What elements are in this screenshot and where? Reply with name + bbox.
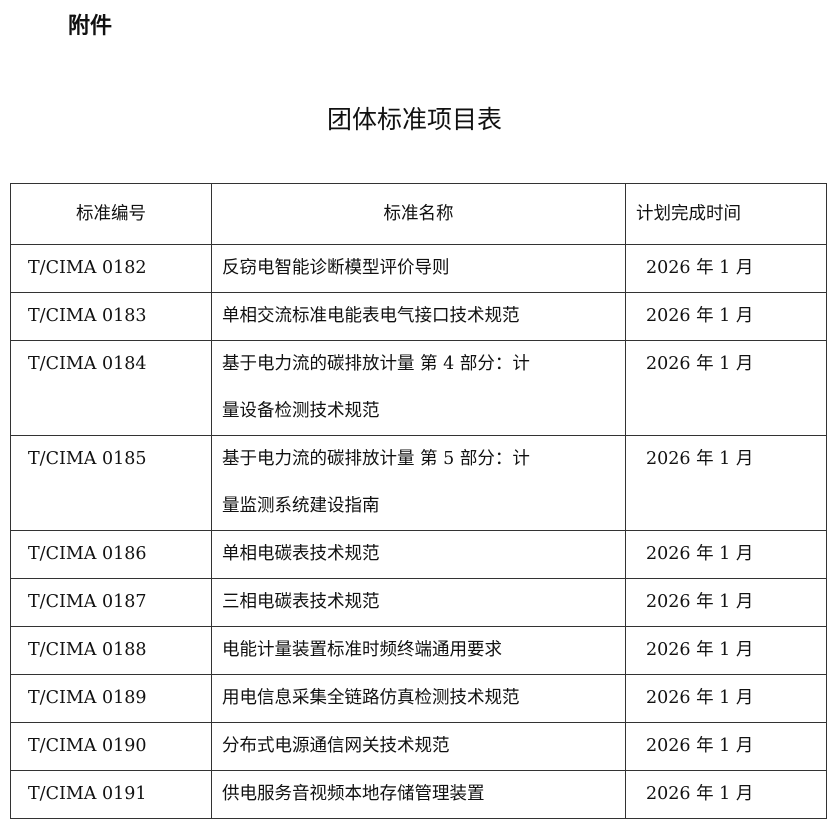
standard-name: 基于电力流的碳排放计量 第 5 部分：计 量监测系统建设指南 [211,435,626,531]
standard-name: 电能计量装置标准时频终端通用要求 [211,626,626,675]
standard-name-line: 分布式电源通信网关技术规范 [222,736,450,756]
standard-code: T/CIMA 0191 [10,770,212,819]
standard-name-line: 用电信息采集全链路仿真检测技术规范 [222,688,520,708]
table-row: T/CIMA 0184 基于电力流的碳排放计量 第 4 部分：计 量设备检测技术规范… [10,340,827,436]
header-date: 计划完成时间 [625,183,827,245]
standard-name: 供电服务音视频本地存储管理装置 [211,770,626,819]
planned-completion-date: 2026 年 1 月 [625,530,827,579]
planned-completion-date: 2026 年 1 月 [625,770,827,819]
header-code: 标准编号 [10,183,212,245]
planned-completion-date: 2026 年 1 月 [625,244,827,293]
standard-name-line: 供电服务音视频本地存储管理装置 [222,784,485,804]
standard-name-line: 反窃电智能诊断模型评价导则 [222,258,450,278]
table-row: T/CIMA 0191 供电服务音视频本地存储管理装置 2026 年 1 月 [10,770,827,819]
standard-name: 用电信息采集全链路仿真检测技术规范 [211,674,626,723]
table-row: T/CIMA 0186 单相电碳表技术规范 2026 年 1 月 [10,530,827,579]
standard-name-line: 单相交流标准电能表电气接口技术规范 [222,306,520,326]
standard-code: T/CIMA 0188 [10,626,212,675]
table-row: T/CIMA 0190 分布式电源通信网关技术规范 2026 年 1 月 [10,722,827,771]
standard-code: T/CIMA 0183 [10,292,212,341]
standard-name-line: 单相电碳表技术规范 [222,544,380,564]
planned-completion-date: 2026 年 1 月 [625,435,827,531]
standard-name-line: 量监测系统建设指南 [222,496,380,516]
standard-name: 分布式电源通信网关技术规范 [211,722,626,771]
standard-code: T/CIMA 0182 [10,244,212,293]
planned-completion-date: 2026 年 1 月 [625,340,827,436]
standard-name: 三相电碳表技术规范 [211,578,626,627]
standard-code: T/CIMA 0189 [10,674,212,723]
standard-name: 单相交流标准电能表电气接口技术规范 [211,292,626,341]
standard-name-line: 基于电力流的碳排放计量 第 4 部分：计 [222,354,530,374]
standard-name-line: 三相电碳表技术规范 [222,592,380,612]
standard-code: T/CIMA 0184 [10,340,212,436]
standard-name-line: 基于电力流的碳排放计量 第 5 部分：计 [222,449,530,469]
page-title: 团体标准项目表 [326,105,502,134]
planned-completion-date: 2026 年 1 月 [625,722,827,771]
standard-code: T/CIMA 0185 [10,435,212,531]
attachment-label: 附件 [68,14,113,39]
table-row: T/CIMA 0188 电能计量装置标准时频终端通用要求 2026 年 1 月 [10,626,827,675]
table-row: T/CIMA 0185 基于电力流的碳排放计量 第 5 部分：计 量监测系统建设指南… [10,435,827,531]
table-row: T/CIMA 0187 三相电碳表技术规范 2026 年 1 月 [10,578,827,627]
standard-name-line: 量设备检测技术规范 [222,401,380,421]
planned-completion-date: 2026 年 1 月 [625,626,827,675]
table-row: T/CIMA 0183 单相交流标准电能表电气接口技术规范 2026 年 1 月 [10,292,827,341]
planned-completion-date: 2026 年 1 月 [625,674,827,723]
table-row: T/CIMA 0189 用电信息采集全链路仿真检测技术规范 2026 年 1 月 [10,674,827,723]
standard-name: 单相电碳表技术规范 [211,530,626,579]
standard-name-line: 电能计量装置标准时频终端通用要求 [222,640,502,660]
standard-code: T/CIMA 0190 [10,722,212,771]
header-name: 标准名称 [211,183,626,245]
planned-completion-date: 2026 年 1 月 [625,292,827,341]
standard-code: T/CIMA 0186 [10,530,212,579]
standard-name: 反窃电智能诊断模型评价导则 [211,244,626,293]
table-header-row: 标准编号 标准名称 计划完成时间 [10,183,827,245]
planned-completion-date: 2026 年 1 月 [625,578,827,627]
standards-table: 标准编号 标准名称 计划完成时间 T/CIMA 0182 反窃电智能诊断模型评价导… [10,183,827,819]
standard-code: T/CIMA 0187 [10,578,212,627]
standard-name: 基于电力流的碳排放计量 第 4 部分：计 量设备检测技术规范 [211,340,626,436]
table-row: T/CIMA 0182 反窃电智能诊断模型评价导则 2026 年 1 月 [10,244,827,293]
